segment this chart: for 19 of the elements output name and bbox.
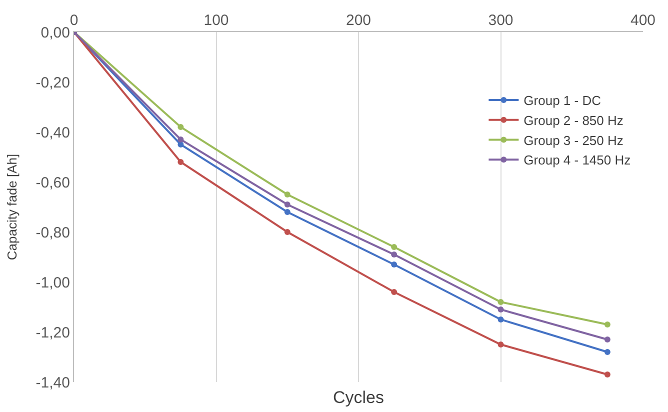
x-tick-label: 400 bbox=[630, 12, 656, 29]
y-tick-label: -0,20 bbox=[36, 74, 70, 92]
x-axis-title: Cycles bbox=[333, 388, 384, 407]
y-tick-label: 0,00 bbox=[40, 24, 70, 42]
y-tick-label: -1,40 bbox=[36, 374, 70, 392]
y-axis-title: Capacity fade [Ah] bbox=[4, 154, 20, 260]
legend-label: Group 4 - 1450 Hz bbox=[524, 152, 631, 168]
y-tick-label: -0,40 bbox=[36, 124, 70, 142]
x-tick-label: 100 bbox=[204, 12, 229, 29]
x-tick-label: 200 bbox=[346, 12, 372, 29]
legend-label: Group 1 - DC bbox=[524, 93, 601, 108]
y-tick-label: -0,60 bbox=[36, 174, 70, 192]
y-tick-label: -1,00 bbox=[36, 274, 70, 292]
y-tick-label: -0,80 bbox=[36, 224, 70, 242]
legend-label: Group 2 - 850 Hz bbox=[524, 112, 624, 128]
x-tick-label: 300 bbox=[488, 12, 514, 29]
legend-label: Group 3 - 250 Hz bbox=[524, 132, 624, 148]
y-tick-label: -1,20 bbox=[36, 324, 70, 342]
x-tick-label: 0 bbox=[70, 12, 78, 29]
